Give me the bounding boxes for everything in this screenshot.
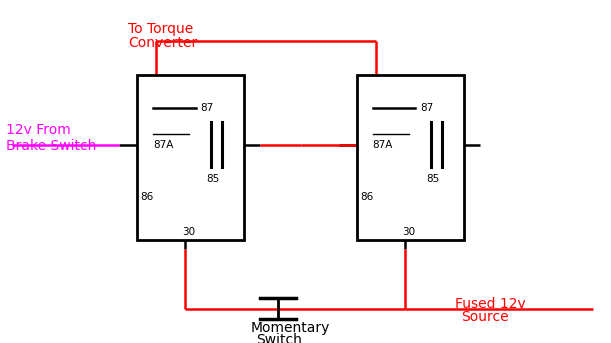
Text: 30: 30 [182,227,196,237]
Text: To Torque: To Torque [128,22,194,36]
Text: Switch: Switch [257,333,302,343]
Text: 86: 86 [360,192,374,202]
Text: 86: 86 [141,192,154,202]
Text: 87: 87 [200,103,214,113]
Text: 85: 85 [207,174,220,184]
Text: Momentary: Momentary [251,321,330,335]
Text: Fused 12v: Fused 12v [455,297,526,311]
Bar [137,75,244,240]
Text: 85: 85 [426,174,440,184]
Text: 87A: 87A [373,140,393,150]
Text: 87: 87 [420,103,434,113]
Bar [357,75,464,240]
Text: Brake Switch: Brake Switch [6,139,97,153]
Text: 87A: 87A [153,140,173,150]
Text: 12v From: 12v From [6,123,71,138]
Text: Converter: Converter [128,36,197,50]
Text: Source: Source [461,310,509,324]
Text: 30: 30 [403,227,415,237]
